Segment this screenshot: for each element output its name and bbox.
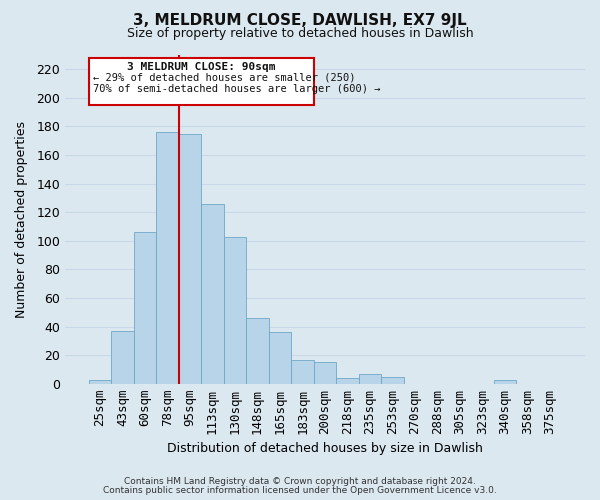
Bar — [89, 58, 314, 105]
Bar — [336, 378, 359, 384]
Bar — [359, 374, 382, 384]
Bar — [111, 331, 134, 384]
Bar — [291, 360, 314, 384]
Bar — [494, 380, 517, 384]
Text: Size of property relative to detached houses in Dawlish: Size of property relative to detached ho… — [127, 28, 473, 40]
Bar — [134, 232, 156, 384]
Text: 3, MELDRUM CLOSE, DAWLISH, EX7 9JL: 3, MELDRUM CLOSE, DAWLISH, EX7 9JL — [133, 12, 467, 28]
Text: Contains public sector information licensed under the Open Government Licence v3: Contains public sector information licen… — [103, 486, 497, 495]
Bar — [224, 236, 246, 384]
Bar — [179, 134, 201, 384]
Bar — [382, 376, 404, 384]
Text: Contains HM Land Registry data © Crown copyright and database right 2024.: Contains HM Land Registry data © Crown c… — [124, 477, 476, 486]
X-axis label: Distribution of detached houses by size in Dawlish: Distribution of detached houses by size … — [167, 442, 483, 455]
Bar — [314, 362, 336, 384]
Bar — [246, 318, 269, 384]
Y-axis label: Number of detached properties: Number of detached properties — [15, 121, 28, 318]
Bar — [89, 380, 111, 384]
Bar — [269, 332, 291, 384]
Bar — [201, 204, 224, 384]
Text: 70% of semi-detached houses are larger (600) →: 70% of semi-detached houses are larger (… — [93, 84, 381, 94]
Bar — [156, 132, 179, 384]
Text: 3 MELDRUM CLOSE: 90sqm: 3 MELDRUM CLOSE: 90sqm — [127, 62, 275, 72]
Text: ← 29% of detached houses are smaller (250): ← 29% of detached houses are smaller (25… — [93, 72, 356, 82]
